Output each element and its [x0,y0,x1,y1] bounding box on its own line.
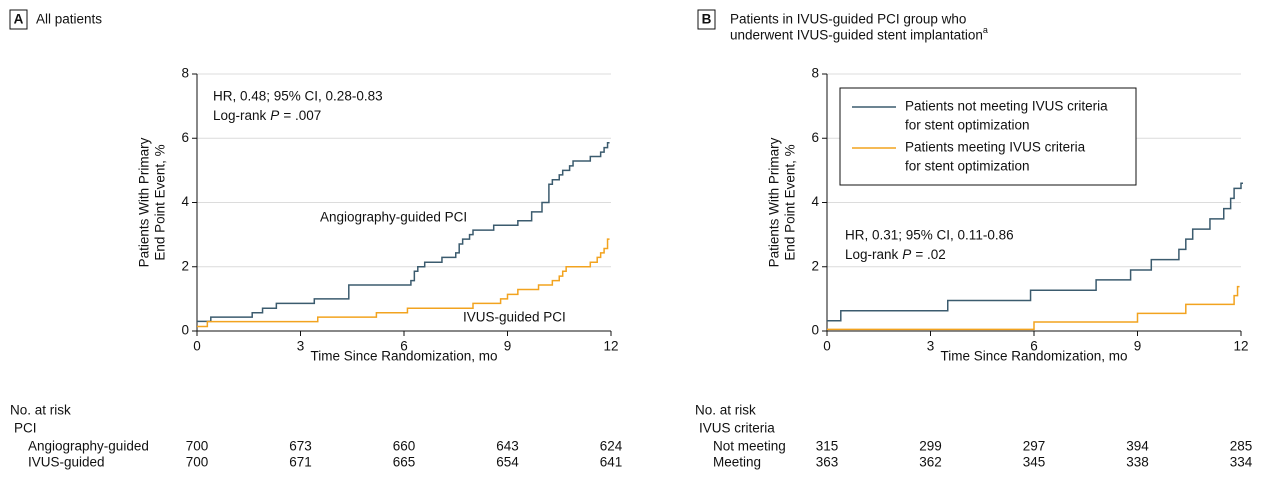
km-curve [197,141,610,323]
x-axis-label: Time Since Randomization, mo [310,349,497,364]
risk-row-label: Not meeting [713,439,786,454]
y-tick-label: 2 [811,258,819,273]
p-symbol: P [902,247,911,262]
risk-count: 334 [1230,455,1253,470]
x-tick-label: 6 [1030,339,1038,354]
risk-count: 338 [1126,455,1149,470]
x-tick-label: 12 [1233,339,1248,354]
legend-box [839,87,1137,186]
risk-count: 315 [816,439,839,454]
y-tick-label: 0 [811,323,819,338]
y-tick-label: 4 [181,194,189,209]
risk-group: PCI [14,421,37,436]
panel-box [697,9,716,30]
x-tick-label: 0 [193,339,201,354]
risk-row-label: IVUS-guided [28,455,105,470]
risk-count: 700 [186,455,209,470]
panel-title: All patients [36,12,102,27]
y-tick-label: 6 [181,130,189,145]
legend-label: for stent optimization [905,159,1030,174]
risk-count: 285 [1230,439,1253,454]
test-name: Log-rank [213,108,267,123]
risk-title: No. at risk [695,403,756,418]
y-axis-label: Patients With Primary [767,137,782,267]
y-tick-label: 4 [811,194,819,209]
panel-letter: B [702,12,712,27]
panel-title: underwent IVUS-guided stent implantation… [730,25,988,42]
risk-count: 297 [1023,439,1046,454]
risk-count: 345 [1023,455,1046,470]
y-tick-label: 8 [811,66,819,81]
x-tick-label: 3 [927,339,935,354]
x-tick-label: 12 [603,339,618,354]
risk-count: 673 [289,439,312,454]
legend-label: Patients not meeting IVUS criteria [905,99,1108,114]
km-curve [197,238,610,328]
y-axis-label: Patients With Primary [137,137,152,267]
risk-count: 641 [600,455,623,470]
x-axis-label: Time Since Randomization, mo [940,349,1127,364]
p-value: = .02 [915,247,945,262]
risk-count: 654 [496,455,519,470]
y-tick-label: 2 [181,258,189,273]
series-label: IVUS-guided PCI [463,310,566,325]
risk-row-label: Angiography-guided [28,439,149,454]
p-symbol: P [270,108,279,123]
y-axis-label: End Point Event, % [153,144,168,260]
km-curve [827,182,1243,322]
y-tick-label: 0 [181,323,189,338]
risk-count: 643 [496,439,519,454]
legend-label: Patients meeting IVUS criteria [905,140,1086,155]
panel-letter: A [14,12,24,27]
risk-count: 700 [186,439,209,454]
risk-group: IVUS criteria [699,421,775,436]
test-name: Log-rank [845,247,899,262]
risk-count: 363 [816,455,839,470]
risk-count: 665 [393,455,416,470]
risk-title: No. at risk [10,403,71,418]
x-tick-label: 6 [400,339,408,354]
risk-count: 624 [600,439,623,454]
risk-count: 299 [919,439,942,454]
y-tick-label: 8 [181,66,189,81]
log-rank: Log-rank P = .007 [213,108,321,123]
p-value: = .007 [283,108,321,123]
x-tick-label: 9 [504,339,512,354]
x-tick-label: 9 [1134,339,1142,354]
risk-count: 394 [1126,439,1149,454]
km-curve [827,285,1240,331]
hazard-ratio: HR, 0.48; 95% CI, 0.28-0.83 [213,89,383,104]
y-axis-label: End Point Event, % [783,144,798,260]
panel-box [9,9,28,30]
risk-count: 660 [393,439,416,454]
panel-title: Patients in IVUS-guided PCI group who [730,12,966,27]
y-tick-label: 6 [811,130,819,145]
x-tick-label: 0 [823,339,831,354]
risk-count: 671 [289,455,312,470]
log-rank: Log-rank P = .02 [845,247,946,262]
title-note: a [983,25,988,35]
risk-row-label: Meeting [713,455,761,470]
legend-label: for stent optimization [905,118,1030,133]
series-label: Angiography-guided PCI [320,210,467,225]
risk-count: 362 [919,455,942,470]
x-tick-label: 3 [297,339,305,354]
hazard-ratio: HR, 0.31; 95% CI, 0.11-0.86 [845,228,1014,243]
